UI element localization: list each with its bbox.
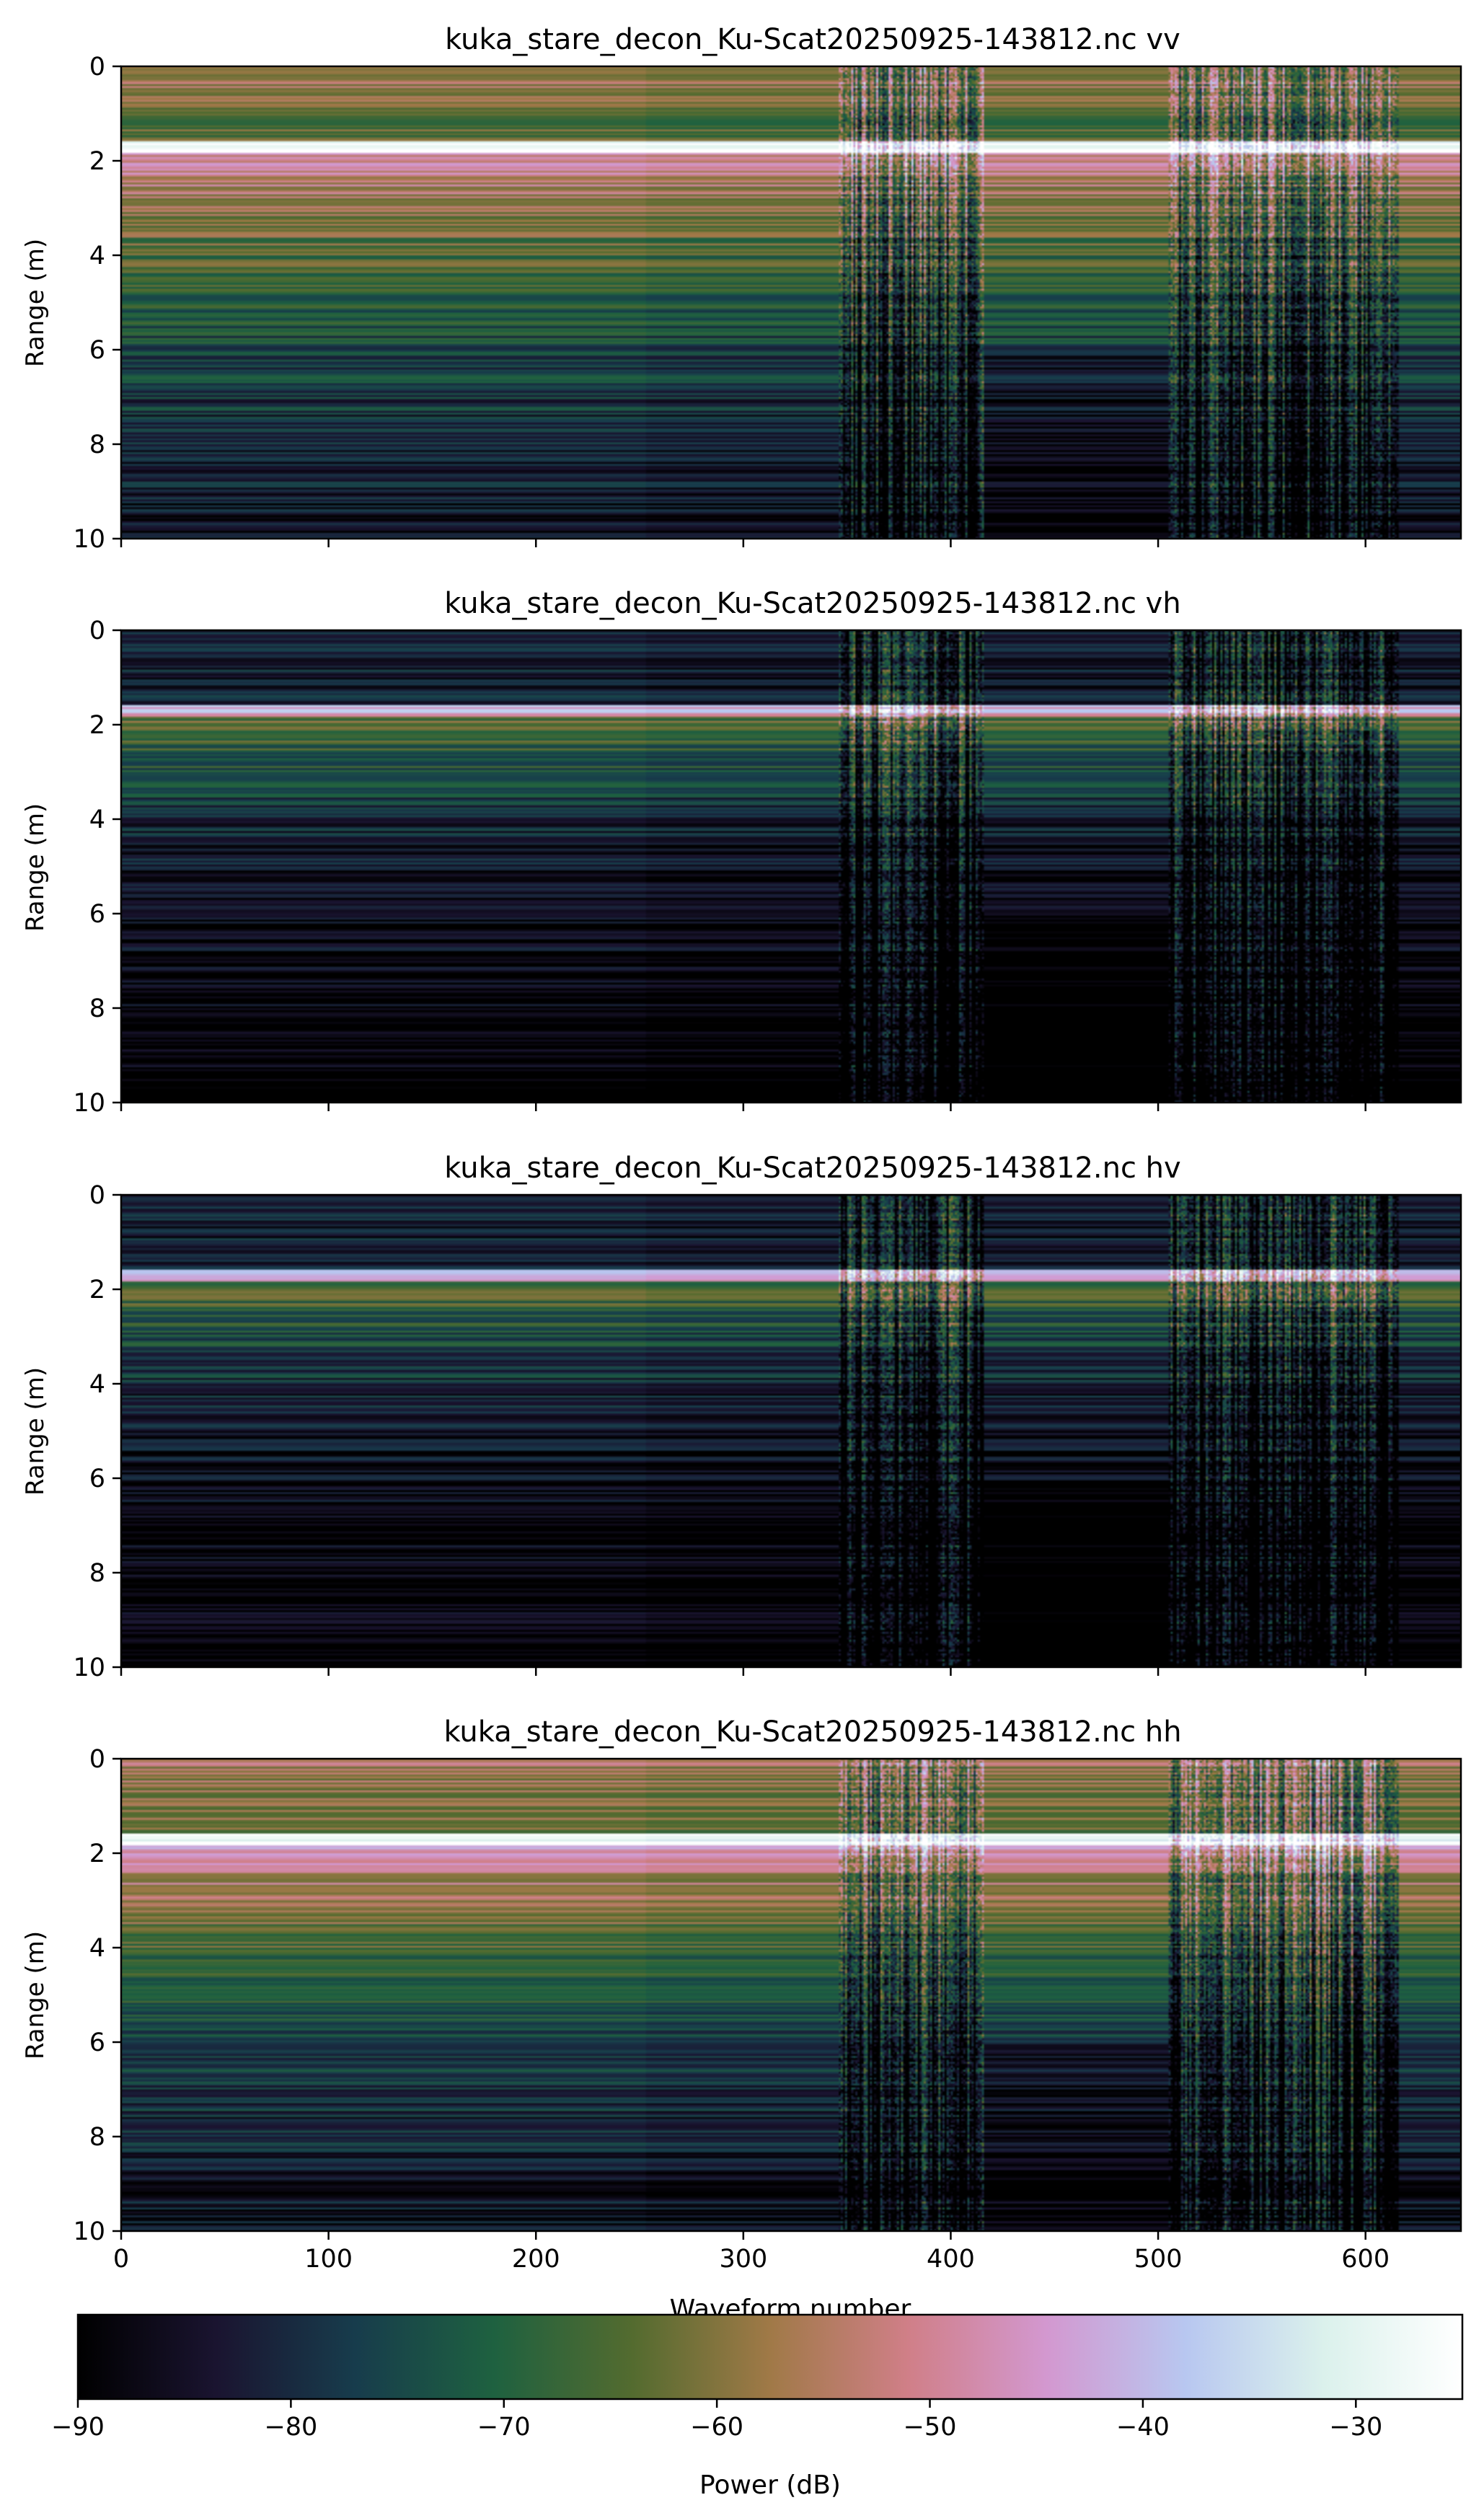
y-tick-label: 10 [73,525,105,554]
y-tick-label: 10 [73,1089,105,1118]
panel-title: kuka_stare_decon_Ku-Scat20250925-143812.… [444,587,1180,620]
y-tick-label: 8 [89,994,105,1023]
y-tick-label: 8 [89,430,105,459]
colorbar-tick-label: −90 [51,2413,105,2442]
panel-title: kuka_stare_decon_Ku-Scat20250925-143812.… [443,1715,1181,1749]
colorbar-tick-label: −60 [690,2413,743,2442]
y-tick-label: 6 [89,1465,105,1493]
x-tick-label: 600 [1341,2245,1390,2274]
y-tick-label: 4 [89,242,105,270]
panel-title: kuka_stare_decon_Ku-Scat20250925-143812.… [445,23,1180,56]
plot-frame [120,1193,1462,1669]
y-tick-label: 8 [89,2123,105,2152]
y-tick-label: 0 [89,1181,105,1210]
y-tick-label: 2 [89,1840,105,1868]
panel-hh: kuka_stare_decon_Ku-Scat20250925-143812.… [21,1715,1462,2324]
colorbar-tick-label: −40 [1116,2413,1170,2442]
x-tick-label: 0 [113,2245,129,2274]
heatmap-image [121,1759,1461,2231]
panel-vh: kuka_stare_decon_Ku-Scat20250925-143812.… [21,587,1462,1118]
colorbar-ticks: −90 −80 −70 −60 −50 −40 −30 [51,2399,1382,2442]
colorbar-label: Power (dB) [699,2470,841,2500]
colorbar: −90 −80 −70 −60 −50 −40 −30 Power (dB) [51,2313,1464,2500]
x-tick-label: 500 [1134,2245,1183,2274]
panel-title: kuka_stare_decon_Ku-Scat20250925-143812.… [444,1152,1180,1185]
heatmap-image [121,66,1461,539]
panel-vv: kuka_stare_decon_Ku-Scat20250925-143812.… [21,23,1462,554]
plot-frame [120,629,1462,1104]
y-tick-label: 0 [89,1745,105,1774]
colorbar-tick-label: −50 [904,2413,957,2442]
heatmap-plot: 0 2 4 6 8 10 [73,53,1462,554]
y-tick-label: 2 [89,711,105,740]
colorbar-tick-label: −80 [264,2413,317,2442]
heatmap-image [121,630,1461,1103]
y-tick-label: 6 [89,2028,105,2057]
plot-frame [120,65,1462,540]
y-tick-label: 0 [89,617,105,645]
colorbar-tick-label: −30 [1329,2413,1382,2442]
heatmap-plot: 0 2 4 6 8 10 [73,617,1462,1118]
y-tick-label: 4 [89,805,105,834]
x-tick-label: 200 [512,2245,560,2274]
y-tick-label: 4 [89,1934,105,1963]
colorbar-tick-label: −70 [477,2413,531,2442]
plot-frame [120,1757,1462,2232]
x-tick-label: 300 [719,2245,767,2274]
y-axis-label: Range (m) [21,239,50,367]
y-tick-label: 6 [89,336,105,365]
y-axis-label: Range (m) [21,803,50,932]
x-tick-label: 100 [304,2245,353,2274]
x-tick-label: 400 [927,2245,975,2274]
y-tick-label: 10 [73,1653,105,1682]
y-tick-label: 6 [89,900,105,929]
y-tick-label: 2 [89,1276,105,1304]
heatmap-plot: 0 2 4 6 8 10 [73,1181,1462,1682]
heatmap-image [121,1195,1461,1667]
y-axis-label: Range (m) [21,1931,50,2059]
y-tick-label: 2 [89,147,105,176]
panel-hv: kuka_stare_decon_Ku-Scat20250925-143812.… [21,1152,1462,1682]
y-tick-label: 8 [89,1559,105,1588]
y-tick-label: 10 [73,2217,105,2246]
colorbar-gradient [76,2313,1464,2401]
y-tick-label: 0 [89,53,105,81]
y-tick-label: 4 [89,1370,105,1399]
y-axis-label: Range (m) [21,1367,50,1496]
